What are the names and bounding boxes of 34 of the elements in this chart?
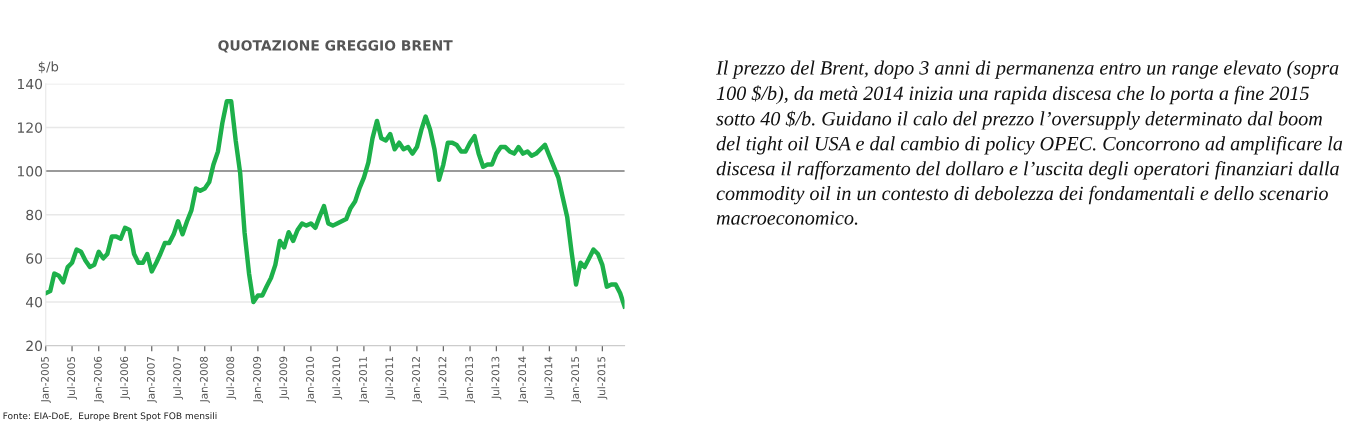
y-tick-label: 80 bbox=[26, 209, 43, 221]
x-tick-label: Jan-2014 bbox=[518, 356, 529, 403]
x-tick-label: Jan-2006 bbox=[93, 356, 104, 403]
x-tick-label: Jul-2011 bbox=[385, 356, 396, 400]
x-tick-label: Jan-2013 bbox=[465, 356, 476, 403]
text: Il prezzo del Brent, dopo 3 anni di permanenza entro un range elevato (sopra 100 $/b), da metà 2014 inizia una rapida discesa che lo porta a fine 2015 sotto 40 $/b. Guidano il calo del prezzo l’oversupply determinato dal boom del tight oil USA e dal cambio di policy OPEC. Concorrono ad amplificare la discesa il rafforzamento del dollaro e l’uscita degli operatori finanziari dalla commodity oil in un contesto di debolezza dei fondamentali e dello scenario macroeconomico. bbox=[715, 60, 1343, 225]
y-tick-label: 60 bbox=[26, 253, 43, 264]
y-tick-label: 140 bbox=[18, 78, 43, 90]
x-tick-label: Jan-2008 bbox=[199, 356, 210, 403]
x-tick-label: Jan-2012 bbox=[412, 357, 422, 403]
x-tick-label: Jul-2010 bbox=[332, 356, 343, 400]
x-tick-label: Jul-2015 bbox=[597, 356, 608, 400]
line-series bbox=[45, 99, 625, 309]
y-tick-label: 100 bbox=[18, 166, 43, 177]
y-tick-label: 40 bbox=[25, 296, 43, 308]
x-tick-label: Jul-2006 bbox=[120, 356, 130, 400]
y-axis-title: $/b bbox=[38, 61, 59, 74]
source-note: Fonte: EIA-DoE, Europe Brent Spot FOB mensili bbox=[3, 412, 217, 421]
x-tick-label: Jan-2015 bbox=[571, 356, 582, 403]
x-tick-label: Jul-2005 bbox=[67, 356, 78, 400]
x-tick-label: Jan-2007 bbox=[146, 356, 157, 403]
x-tick-label: Jan-2005 bbox=[40, 356, 51, 403]
x-tick-label: Jan-2009 bbox=[253, 356, 263, 403]
x-tick-label: Jul-2007 bbox=[173, 356, 183, 400]
x-tick-label: Jul-2009 bbox=[279, 356, 290, 400]
x-tick-label: Jan-2010 bbox=[306, 356, 316, 403]
x-tick-label: Jul-2014 bbox=[544, 356, 555, 400]
y-tick-label: 120 bbox=[18, 122, 43, 133]
x-tick-label: Jul-2013 bbox=[491, 356, 502, 400]
y-tick-label: 20 bbox=[26, 340, 43, 352]
x-tick-label: Jul-2012 bbox=[438, 357, 449, 400]
chart-title: QUOTAZIONE GREGGIO BRENT bbox=[218, 40, 453, 53]
x-tick-label: Jul-2008 bbox=[226, 356, 237, 400]
x-tick-label: Jan-2011 bbox=[359, 356, 369, 403]
